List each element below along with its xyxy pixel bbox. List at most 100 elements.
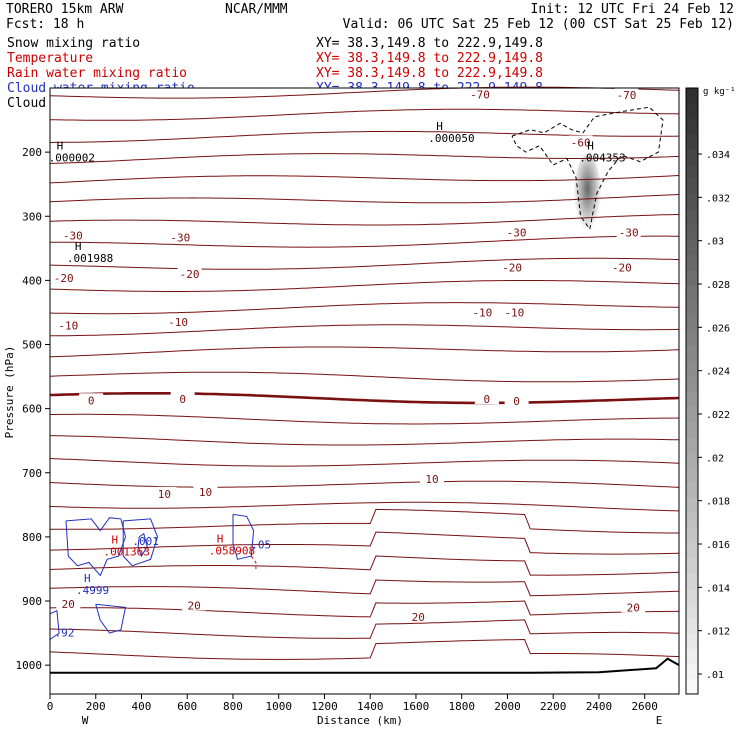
colorbar-cell [686, 587, 698, 604]
high-marker: H [84, 572, 91, 585]
high-marker: H [75, 240, 82, 253]
high-marker: H [217, 532, 224, 545]
isotherm [49, 302, 680, 315]
x-tick-label: 1400 [357, 700, 384, 713]
contour-label: -10 [168, 316, 188, 329]
colorbar-cell [686, 88, 698, 104]
contour-label: 10 [158, 488, 171, 501]
colorbar-cell [686, 481, 698, 498]
colorbar-cell [686, 133, 698, 150]
x-tick-label: 2200 [540, 700, 567, 713]
contour-label: 0 [179, 393, 186, 406]
colorbar-cell [686, 284, 698, 301]
colorbar-cell [686, 648, 698, 665]
y-tick-label: 700 [22, 467, 42, 480]
colorbar-cell [686, 148, 698, 165]
colorbar-tick-label: .026 [706, 323, 730, 334]
contour-label-bg [504, 393, 529, 406]
high-value: .000002 [49, 151, 95, 164]
colorbar-cell [686, 239, 698, 256]
contour-label-bg [468, 87, 493, 100]
contour-label-bg [60, 228, 85, 241]
contour-label: -70 [470, 88, 490, 101]
colorbar-cell [686, 678, 698, 695]
isotherm [49, 371, 680, 383]
x-tick-label: 2000 [494, 700, 521, 713]
cloud-water-contours [49, 513, 257, 640]
isotherm [50, 413, 680, 425]
contour-label: 10 [199, 486, 212, 499]
cloud-water-contour [122, 518, 159, 567]
colorbar: g kg⁻¹ .01 .012 .014 .016 .018 .02 .022 .024 .026… [685, 87, 736, 695]
contour-label: -20 [180, 268, 200, 281]
high-value: .4999 [76, 584, 109, 597]
contour-label: 0 [88, 394, 95, 407]
valid-time: Valid: 06 UTC Sat 25 Feb 12 (00 CST Sat … [343, 17, 734, 32]
contour-label-bg [470, 305, 495, 318]
cloud-water-contour [137, 532, 148, 558]
isotherm [49, 555, 680, 576]
contour-label-bg [614, 88, 639, 101]
colorbar-cell [686, 194, 698, 210]
contour-label-bg [51, 270, 76, 283]
extra-contour-label: .92 [55, 626, 75, 639]
isotherm [49, 194, 680, 204]
plot-frame [49, 87, 680, 695]
terrain-line [50, 657, 680, 674]
x-tick-label: 2600 [631, 700, 658, 713]
colorbar-cell [686, 315, 698, 331]
contour-label-bg [152, 486, 177, 499]
rain-contour [250, 555, 257, 569]
colorbar-cell [686, 421, 698, 437]
colorbar-cell [686, 345, 698, 362]
colorbar-tick-label: .01 [706, 670, 724, 681]
cloud-water-contour [49, 609, 60, 640]
cloud-ice-contour [511, 106, 664, 231]
x-tick-label: 0 [47, 700, 54, 713]
contour-label-bg [616, 225, 641, 238]
colorbar-cell [686, 618, 698, 634]
isotherm-zero [49, 392, 680, 405]
contour-label-bg [609, 260, 634, 273]
legend-label: Temperature [7, 51, 93, 66]
colorbar-cell [686, 406, 698, 422]
contour-label-bg [419, 472, 444, 485]
colorbar-cell [686, 224, 698, 240]
isotherm [49, 108, 680, 121]
contour-label: -10 [472, 306, 492, 319]
colorbar-tick-label: .022 [706, 410, 730, 421]
isotherm [49, 175, 680, 184]
x-tick-label: 1000 [265, 700, 292, 713]
cloud-water-contour [95, 603, 127, 634]
x-tick-label: 2400 [586, 700, 613, 713]
colorbar-tick-label: .018 [706, 497, 730, 508]
contour-label-bg [170, 392, 195, 405]
forecast-hour: Fcst: 18 h [6, 17, 84, 32]
colorbar-cell [686, 300, 698, 316]
x-tick-label: 1800 [448, 700, 475, 713]
colorbar-cell [686, 163, 698, 180]
y-tick-label: 300 [22, 210, 42, 223]
isotherm [49, 346, 680, 358]
high-marker: H [587, 139, 594, 152]
contour-label: 0 [513, 395, 520, 408]
contour-label: -10 [504, 306, 524, 319]
colorbar-cell [686, 269, 698, 286]
x-tick-label: 800 [223, 700, 243, 713]
colorbar-frame [685, 87, 699, 695]
contour-label-bg [474, 392, 499, 405]
x-tick-label: 200 [86, 700, 106, 713]
colorbar-cell [686, 527, 698, 543]
high-marker: H [436, 120, 443, 133]
contour-label-bg [177, 266, 202, 279]
isotherm [49, 579, 680, 597]
contour-label-bg [79, 393, 104, 406]
isotherm [50, 324, 680, 337]
contour-label: -30 [507, 226, 527, 239]
contour-label-bg [621, 600, 646, 613]
temperature-contours [49, 86, 680, 660]
colorbar-cell [686, 330, 698, 347]
contour-label: 20 [62, 598, 75, 611]
y-tick-label: 900 [22, 595, 42, 608]
colorbar-cell [686, 497, 698, 513]
